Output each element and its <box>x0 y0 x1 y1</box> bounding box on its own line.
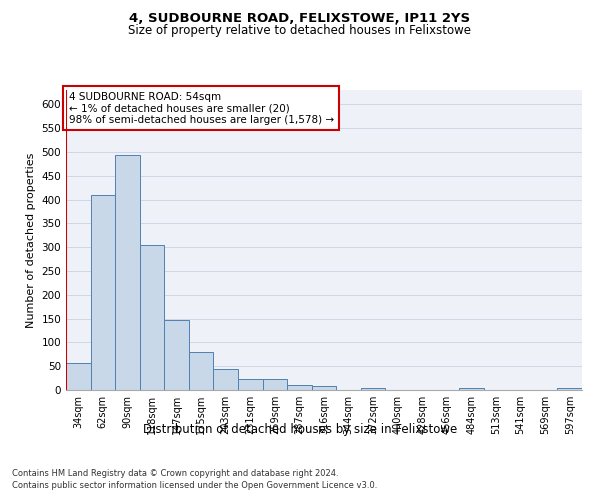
Bar <box>312 386 336 390</box>
Bar <box>459 388 484 390</box>
Text: 4 SUDBOURNE ROAD: 54sqm
← 1% of detached houses are smaller (20)
98% of semi-det: 4 SUDBOURNE ROAD: 54sqm ← 1% of detached… <box>68 92 334 124</box>
Bar <box>91 195 115 390</box>
Bar <box>287 385 312 390</box>
Text: Size of property relative to detached houses in Felixstowe: Size of property relative to detached ho… <box>128 24 472 37</box>
Bar <box>557 388 582 390</box>
Text: Distribution of detached houses by size in Felixstowe: Distribution of detached houses by size … <box>143 422 457 436</box>
Bar <box>238 378 263 390</box>
Bar <box>66 363 91 390</box>
Bar <box>164 320 189 390</box>
Bar <box>361 388 385 390</box>
Y-axis label: Number of detached properties: Number of detached properties <box>26 152 36 328</box>
Bar <box>214 369 238 390</box>
Bar <box>263 378 287 390</box>
Text: Contains HM Land Registry data © Crown copyright and database right 2024.: Contains HM Land Registry data © Crown c… <box>12 468 338 477</box>
Text: 4, SUDBOURNE ROAD, FELIXSTOWE, IP11 2YS: 4, SUDBOURNE ROAD, FELIXSTOWE, IP11 2YS <box>130 12 470 26</box>
Bar <box>115 155 140 390</box>
Bar <box>140 245 164 390</box>
Text: Contains public sector information licensed under the Open Government Licence v3: Contains public sector information licen… <box>12 481 377 490</box>
Bar <box>189 352 214 390</box>
